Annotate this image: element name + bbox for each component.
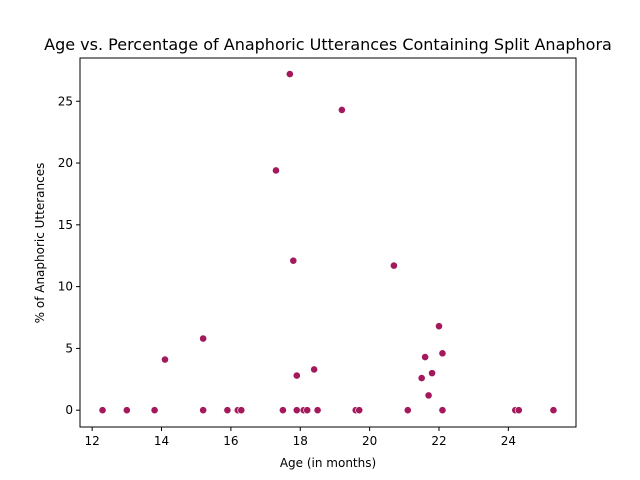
data-point xyxy=(514,406,523,415)
x-tick-label: 22 xyxy=(431,434,446,448)
x-tick-label: 14 xyxy=(154,434,169,448)
y-tick-label: 15 xyxy=(58,218,73,232)
data-point xyxy=(199,334,208,343)
data-point xyxy=(424,391,433,400)
data-point xyxy=(303,406,312,415)
y-axis-label: % of Anaphoric Utterances xyxy=(33,163,47,324)
data-point xyxy=(549,406,558,415)
data-point xyxy=(438,349,447,358)
y-tick-label: 25 xyxy=(58,94,73,108)
data-point xyxy=(199,406,208,415)
data-points xyxy=(98,70,558,415)
data-point xyxy=(279,406,287,415)
data-point xyxy=(98,406,107,415)
data-point xyxy=(150,406,159,415)
x-tick-label: 16 xyxy=(223,434,238,448)
data-point xyxy=(237,406,246,415)
y-tick-label: 5 xyxy=(65,341,73,355)
plot-area: 0 5 10 15 20 25 12 14 16 18 20 22 24 xyxy=(58,57,577,448)
x-axis-label: Age (in months) xyxy=(280,456,376,470)
data-point xyxy=(403,406,412,415)
x-tick-label: 18 xyxy=(293,434,308,448)
data-point xyxy=(390,261,398,270)
y-tick-label: 10 xyxy=(58,280,73,294)
data-point xyxy=(292,371,301,380)
data-point xyxy=(223,406,232,415)
data-point xyxy=(428,369,436,378)
data-point xyxy=(438,406,447,415)
data-point xyxy=(289,256,298,265)
data-point xyxy=(337,106,346,114)
data-point xyxy=(122,406,131,415)
data-point xyxy=(313,406,322,415)
data-point xyxy=(161,355,169,364)
x-tick-label: 24 xyxy=(501,434,516,448)
data-point xyxy=(292,406,301,415)
data-point xyxy=(272,166,280,175)
y-tick-label: 20 xyxy=(58,156,73,170)
y-tick-label: 0 xyxy=(65,403,73,417)
data-point xyxy=(310,365,319,374)
x-tick-label: 20 xyxy=(362,434,377,448)
data-point xyxy=(435,322,443,331)
data-point xyxy=(421,353,430,361)
x-tick-label: 12 xyxy=(84,434,99,448)
data-point xyxy=(355,406,364,415)
x-axis: 12 14 16 18 20 22 24 xyxy=(84,427,516,448)
plot-frame xyxy=(79,57,577,428)
chart-title: Age vs. Percentage of Anaphoric Utteranc… xyxy=(44,35,612,54)
y-axis: 0 5 10 15 20 25 xyxy=(58,94,80,417)
data-point xyxy=(417,374,426,382)
data-point xyxy=(285,70,294,78)
